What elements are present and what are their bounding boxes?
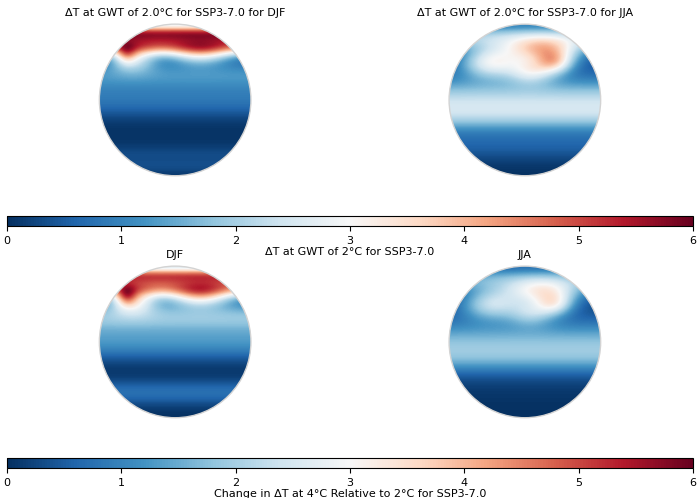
X-axis label: Change in ΔT at 4°C Relative to 2°C for SSP3-7.0: Change in ΔT at 4°C Relative to 2°C for … [214, 489, 486, 498]
Title: JJA: JJA [518, 250, 532, 260]
Title: ΔT at GWT of 2.0°C for SSP3-7.0 for JJA: ΔT at GWT of 2.0°C for SSP3-7.0 for JJA [416, 8, 633, 18]
Title: ΔT at GWT of 2.0°C for SSP3-7.0 for DJF: ΔT at GWT of 2.0°C for SSP3-7.0 for DJF [65, 8, 286, 18]
X-axis label: ΔT at GWT of 2°C for SSP3-7.0: ΔT at GWT of 2°C for SSP3-7.0 [265, 247, 435, 257]
Title: DJF: DJF [166, 250, 184, 260]
